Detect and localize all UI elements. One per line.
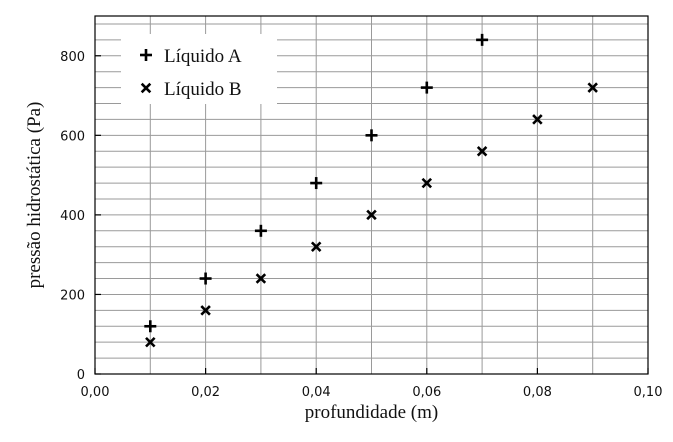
legend-marker-shape bbox=[140, 49, 152, 61]
x-tick-label: 0,06 bbox=[412, 385, 441, 400]
data-point-liquido-a bbox=[144, 320, 157, 333]
marker-stroke bbox=[532, 114, 543, 125]
x-tick-label: 0,10 bbox=[634, 385, 663, 400]
y-tick-label: 800 bbox=[60, 50, 85, 65]
data-point-liquido-b bbox=[587, 82, 598, 93]
data-point-liquido-a bbox=[254, 224, 267, 237]
legend-marker-shape bbox=[140, 82, 152, 94]
x-tick-label: 0,04 bbox=[302, 385, 331, 400]
marker-stroke bbox=[255, 273, 267, 284]
data-point-liquido-a bbox=[310, 177, 323, 190]
axis-ticks: 0,00 0,02 0,04 0,06 0,08 0,10 0 200 400 600 800 bbox=[60, 50, 662, 400]
legend-marker-liquido-b bbox=[140, 82, 152, 94]
x-tick-label: 0,00 bbox=[81, 385, 110, 400]
data-point-liquido-a bbox=[199, 272, 212, 285]
marker-stroke bbox=[587, 82, 598, 93]
data-point-liquido-b bbox=[255, 273, 267, 284]
marker-stroke bbox=[145, 336, 156, 348]
data-points bbox=[144, 33, 598, 348]
y-tick-label: 200 bbox=[60, 288, 85, 303]
legend-box bbox=[121, 34, 277, 104]
y-tick-label: 0 bbox=[77, 368, 85, 383]
marker-stroke bbox=[140, 82, 152, 94]
grid bbox=[95, 16, 648, 374]
marker-stroke bbox=[200, 305, 211, 316]
legend-label-liquido-a: Líquido A bbox=[164, 46, 242, 67]
data-point-liquido-b bbox=[200, 305, 211, 316]
marker-stroke bbox=[421, 177, 433, 189]
data-point-liquido-b bbox=[145, 336, 156, 348]
marker-stroke bbox=[366, 209, 377, 221]
legend-marker-liquido-a bbox=[140, 49, 152, 61]
data-point-liquido-b bbox=[476, 146, 488, 157]
data-point-liquido-b bbox=[421, 177, 433, 189]
marker-stroke bbox=[310, 241, 322, 252]
plot-frame bbox=[94, 15, 649, 375]
data-point-liquido-b bbox=[366, 209, 377, 221]
data-point-liquido-a bbox=[476, 33, 489, 46]
x-tick-label: 0,08 bbox=[523, 385, 552, 400]
y-tick-label: 600 bbox=[60, 129, 85, 144]
x-axis-title: profundidade (m) bbox=[305, 402, 438, 423]
y-tick-label: 400 bbox=[60, 209, 85, 224]
data-point-liquido-a bbox=[365, 129, 378, 142]
marker-stroke bbox=[476, 146, 488, 157]
legend: Líquido A Líquido B bbox=[121, 34, 277, 104]
data-point-liquido-b bbox=[532, 114, 543, 125]
legend-label-liquido-b: Líquido B bbox=[164, 79, 242, 100]
y-axis-title: pressão hidrostática (Pa) bbox=[24, 102, 45, 289]
data-point-liquido-a bbox=[420, 81, 433, 94]
x-tick-label: 0,02 bbox=[191, 385, 220, 400]
data-point-liquido-b bbox=[310, 241, 322, 252]
